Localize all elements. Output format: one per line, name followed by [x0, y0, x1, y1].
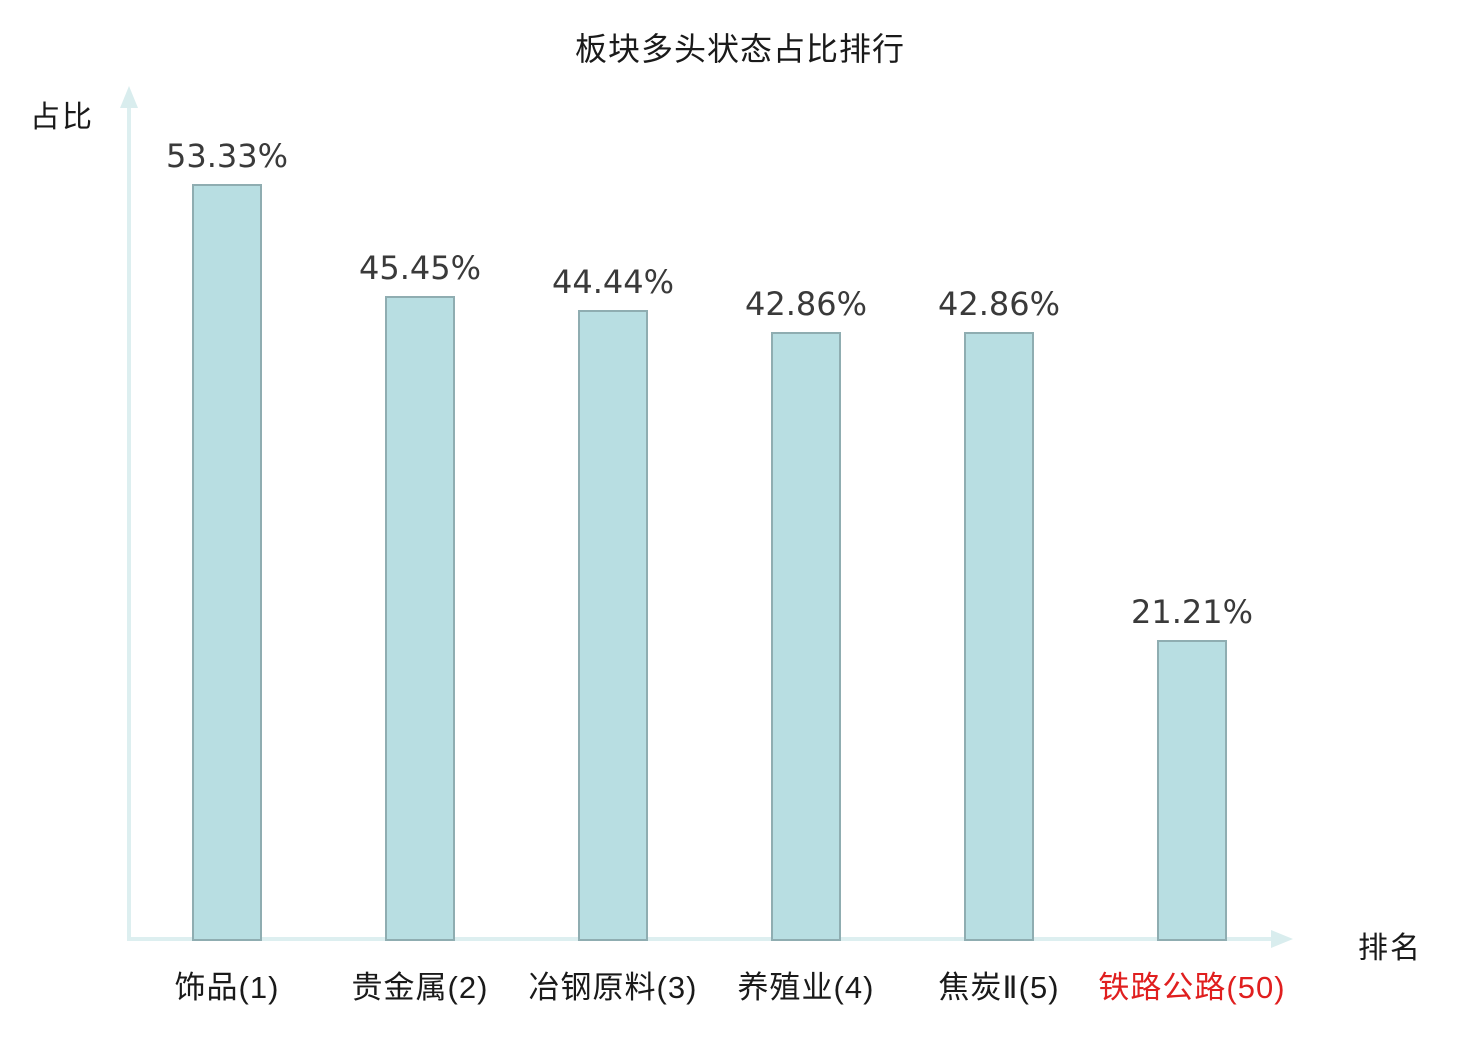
- x-category-label: 铁路公路(50): [1098, 970, 1286, 1005]
- bar-value-label: 21.21%: [1130, 593, 1253, 631]
- bar-value-label: 45.45%: [358, 249, 481, 287]
- bar[interactable]: [192, 184, 262, 941]
- bar[interactable]: [385, 296, 455, 941]
- x-category-label: 贵金属(2): [351, 970, 489, 1005]
- x-axis-label: 排名: [1358, 932, 1422, 965]
- x-axis-arrow-icon: [1271, 930, 1293, 948]
- x-category-label: 饰品(1): [174, 970, 280, 1005]
- x-axis-line: [127, 937, 1277, 941]
- x-category-label: 冶钢原料(3): [528, 970, 698, 1005]
- y-axis-label: 占比: [30, 101, 94, 134]
- bar-value-label: 53.33%: [165, 137, 288, 175]
- bar[interactable]: [964, 332, 1034, 941]
- bar-value-label: 44.44%: [551, 263, 674, 301]
- x-category-label: 焦炭Ⅱ(5): [938, 970, 1060, 1005]
- bar[interactable]: [1157, 640, 1227, 941]
- bar[interactable]: [578, 310, 648, 941]
- chart-title: 板块多头状态占比排行: [574, 31, 905, 67]
- bar-value-label: 42.86%: [744, 285, 867, 323]
- y-axis-arrow-icon: [120, 86, 138, 108]
- bar[interactable]: [771, 332, 841, 941]
- y-axis-line: [127, 102, 131, 941]
- bar-value-label: 42.86%: [937, 285, 1060, 323]
- x-category-label: 养殖业(4): [737, 970, 875, 1005]
